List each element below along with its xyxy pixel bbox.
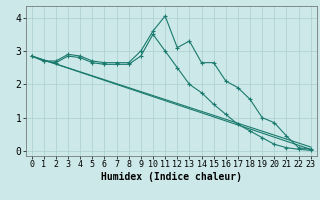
X-axis label: Humidex (Indice chaleur): Humidex (Indice chaleur) xyxy=(101,172,242,182)
